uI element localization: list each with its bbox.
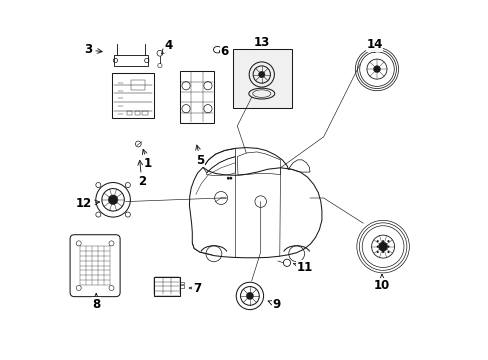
- Circle shape: [376, 251, 378, 253]
- Bar: [112, 73, 153, 118]
- Circle shape: [373, 66, 380, 73]
- Text: 6: 6: [219, 45, 228, 58]
- Text: 12: 12: [76, 197, 100, 210]
- Circle shape: [108, 195, 118, 204]
- Circle shape: [258, 71, 264, 78]
- Text: 7: 7: [189, 282, 201, 294]
- Text: 9: 9: [267, 298, 280, 311]
- Circle shape: [386, 246, 389, 248]
- Circle shape: [381, 251, 384, 253]
- Bar: [180, 71, 214, 123]
- Circle shape: [378, 242, 387, 251]
- Bar: [131, 80, 145, 90]
- Text: 5: 5: [195, 145, 204, 167]
- Bar: [180, 285, 183, 288]
- Bar: [180, 282, 183, 284]
- Circle shape: [246, 292, 253, 300]
- Circle shape: [376, 240, 378, 242]
- Bar: [232, 49, 292, 108]
- Circle shape: [229, 177, 232, 180]
- Circle shape: [386, 251, 389, 253]
- Text: 8: 8: [92, 294, 100, 311]
- Text: 3: 3: [84, 43, 102, 56]
- Text: 10: 10: [373, 275, 389, 292]
- Bar: [114, 55, 148, 66]
- Text: 2: 2: [138, 160, 145, 188]
- Text: 4: 4: [162, 39, 173, 54]
- Text: 1: 1: [142, 149, 152, 170]
- Circle shape: [386, 240, 389, 242]
- Circle shape: [381, 240, 384, 242]
- Circle shape: [376, 246, 378, 248]
- Bar: [134, 111, 140, 115]
- Circle shape: [381, 246, 384, 248]
- Bar: [154, 277, 180, 296]
- Text: 11: 11: [293, 261, 312, 274]
- Bar: [142, 111, 148, 115]
- Text: 13: 13: [253, 36, 269, 49]
- Bar: [126, 111, 132, 115]
- Text: 14: 14: [366, 39, 382, 52]
- Circle shape: [226, 177, 229, 180]
